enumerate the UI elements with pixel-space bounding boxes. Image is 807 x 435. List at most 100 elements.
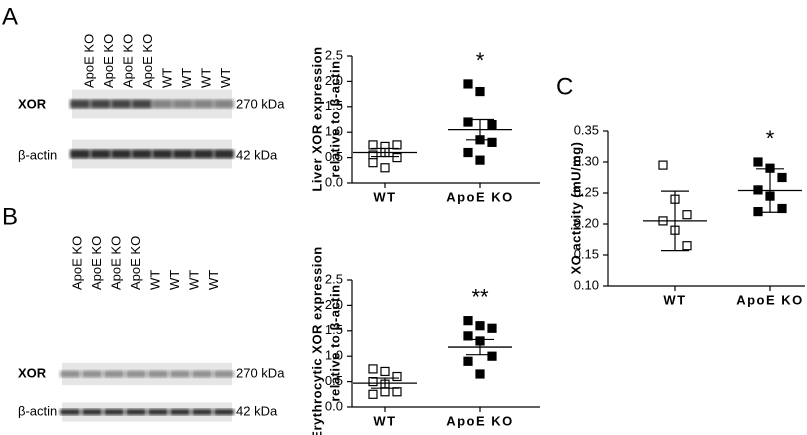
y-tick-label: 0.25	[574, 184, 599, 199]
band	[148, 370, 168, 378]
y-tick-label: 1.0	[325, 348, 343, 363]
data-point	[475, 86, 485, 97]
data-point	[463, 316, 473, 326]
data-point	[380, 163, 390, 173]
x-tick-label: WT	[663, 292, 686, 307]
x-tick-label: ApoE KO	[446, 189, 514, 204]
band	[172, 99, 193, 109]
data-point	[487, 351, 497, 361]
data-point	[753, 207, 763, 217]
band	[82, 409, 102, 415]
y-tick-label: 2.0	[325, 73, 343, 88]
annotation: **	[471, 284, 489, 309]
band	[131, 149, 152, 159]
band	[192, 409, 212, 415]
y-axis-label: XO activity (mU/mg)	[568, 141, 583, 274]
y-tick-label: 0.0	[325, 174, 343, 189]
data-point	[487, 137, 497, 147]
band	[60, 409, 80, 415]
lane-label: ApoE KO	[108, 236, 123, 290]
band	[111, 149, 132, 159]
y-tick-label: 0.5	[325, 149, 343, 164]
band	[131, 99, 152, 109]
size-label: 42 kDa	[236, 147, 278, 162]
band	[104, 370, 124, 378]
annotation: *	[766, 126, 775, 151]
y-tick-label: 1.5	[325, 322, 343, 337]
x-tick-label: WT	[373, 413, 396, 428]
panel-label: B	[2, 203, 18, 230]
band	[214, 409, 234, 415]
data-point	[475, 321, 485, 331]
y-tick-label: 0.0	[325, 398, 343, 413]
row-label: β-actin	[18, 147, 57, 162]
y-axis-label: Liver XOR expression	[309, 46, 324, 191]
lane-label: WT	[206, 270, 221, 290]
lane-label: ApoE KO	[120, 34, 135, 88]
band	[126, 409, 146, 415]
row-label: XOR	[18, 365, 47, 380]
size-label: 42 kDa	[236, 403, 278, 418]
data-point	[368, 364, 378, 374]
lane-label: ApoE KO	[69, 236, 84, 290]
band	[170, 370, 190, 378]
band	[90, 99, 111, 109]
y-tick-label: 1.0	[325, 124, 343, 139]
lane-label: WT	[179, 68, 194, 88]
data-point	[475, 155, 485, 165]
band	[70, 99, 90, 109]
data-point	[777, 203, 787, 214]
data-point	[753, 157, 763, 167]
band	[214, 370, 234, 378]
lane-label: ApoE KO	[128, 236, 143, 290]
data-point	[392, 153, 402, 163]
row-label: XOR	[18, 96, 47, 111]
band	[193, 99, 214, 109]
band	[192, 370, 212, 378]
y-tick-label: 0.15	[574, 246, 599, 261]
data-point	[392, 387, 402, 397]
data-point	[463, 117, 473, 127]
lane-label: WT	[186, 270, 201, 290]
lane-label: WT	[218, 68, 233, 88]
y-tick-label: 2.5	[325, 47, 343, 62]
band	[193, 149, 214, 159]
size-label: 270 kDa	[236, 96, 285, 111]
band	[214, 99, 234, 109]
y-axis-label: relative to β-actin	[327, 60, 342, 177]
blot-background	[62, 362, 232, 386]
row-label: β-actin	[18, 403, 57, 418]
data-point	[368, 140, 378, 150]
data-point	[392, 140, 402, 150]
y-tick-label: 1.5	[325, 98, 343, 113]
data-point	[487, 119, 497, 130]
lane-label: WT	[167, 270, 182, 290]
data-point	[463, 147, 473, 158]
panel-label: C	[556, 73, 573, 100]
band	[60, 370, 80, 378]
blot-background	[62, 402, 232, 422]
size-label: 270 kDa	[236, 365, 285, 380]
data-point	[368, 377, 378, 387]
data-point	[368, 158, 378, 168]
data-point	[682, 210, 692, 220]
y-tick-label: 0.10	[574, 277, 599, 292]
data-point	[463, 356, 473, 366]
y-axis-label: relative to β-actin	[327, 284, 342, 401]
y-tick-label: 0.5	[325, 373, 343, 388]
data-point	[380, 387, 390, 397]
x-tick-label: WT	[373, 189, 396, 204]
y-tick-label: 0.35	[574, 122, 599, 137]
data-point	[368, 389, 378, 399]
data-point	[463, 79, 473, 89]
band	[152, 149, 173, 159]
band	[214, 149, 234, 159]
data-point	[487, 323, 497, 333]
band	[90, 149, 111, 159]
band	[126, 370, 146, 378]
panel-label: A	[2, 3, 18, 30]
x-tick-label: ApoE KO	[736, 292, 804, 307]
lane-label: WT	[159, 68, 174, 88]
